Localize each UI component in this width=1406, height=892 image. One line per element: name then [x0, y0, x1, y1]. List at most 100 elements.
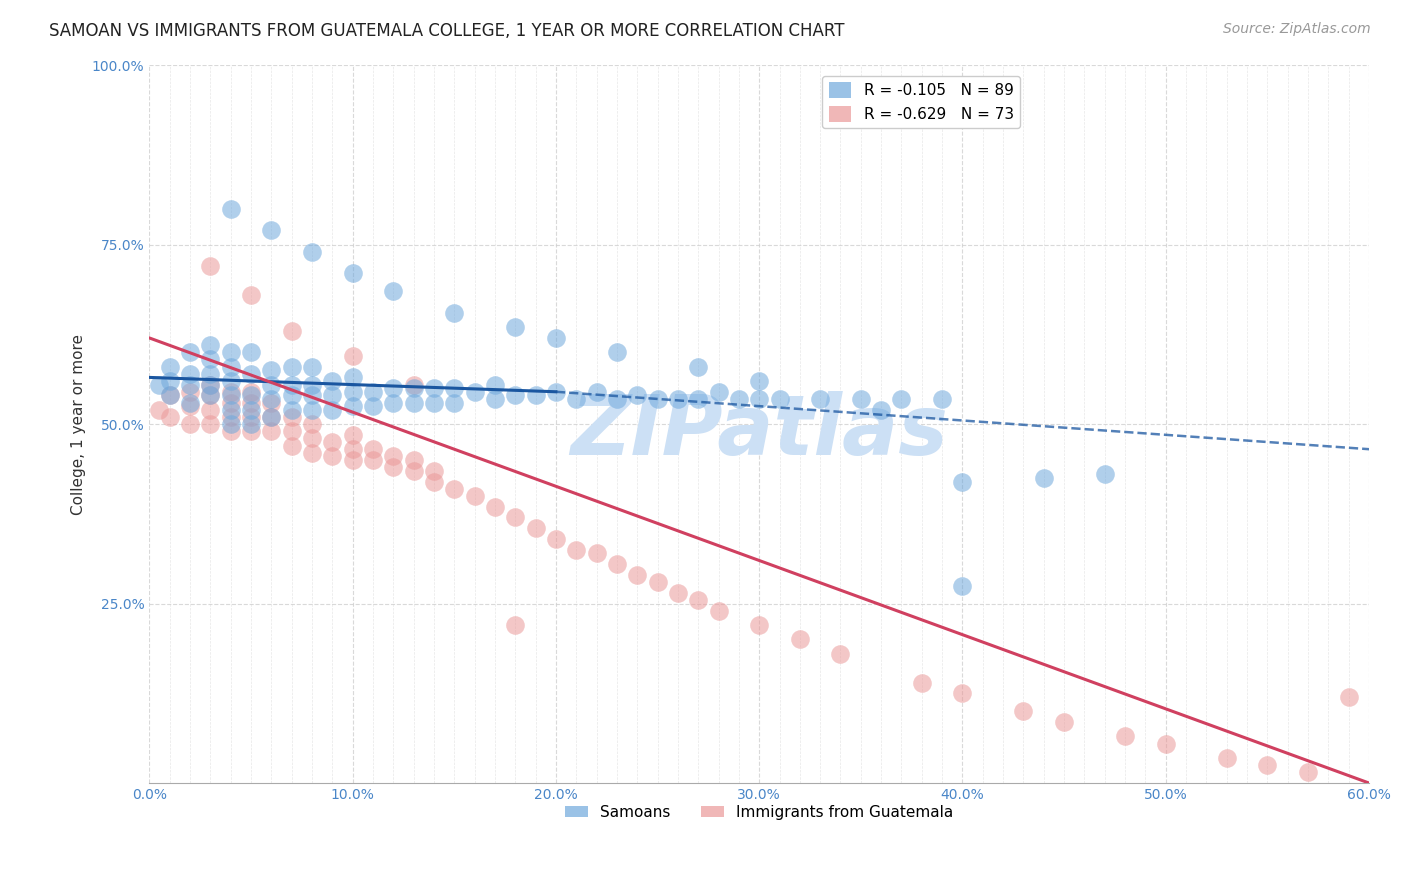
Point — [179, 367, 201, 381]
Point — [931, 392, 953, 406]
Point — [260, 395, 283, 409]
Point — [200, 377, 222, 392]
Point — [219, 202, 242, 216]
Point — [159, 409, 181, 424]
Point — [382, 285, 405, 299]
Point — [321, 435, 343, 450]
Point — [748, 392, 770, 406]
Point — [402, 395, 425, 409]
Point — [503, 320, 526, 334]
Point — [361, 442, 384, 457]
Point — [239, 345, 262, 359]
Point — [647, 574, 669, 589]
Point — [321, 374, 343, 388]
Point — [849, 392, 872, 406]
Point — [707, 384, 730, 399]
Point — [1154, 737, 1177, 751]
Text: SAMOAN VS IMMIGRANTS FROM GUATEMALA COLLEGE, 1 YEAR OR MORE CORRELATION CHART: SAMOAN VS IMMIGRANTS FROM GUATEMALA COLL… — [49, 22, 845, 40]
Y-axis label: College, 1 year or more: College, 1 year or more — [72, 334, 86, 515]
Point — [179, 399, 201, 413]
Text: Source: ZipAtlas.com: Source: ZipAtlas.com — [1223, 22, 1371, 37]
Point — [503, 618, 526, 632]
Point — [524, 388, 547, 402]
Point — [159, 359, 181, 374]
Point — [200, 377, 222, 392]
Point — [280, 388, 302, 402]
Point — [626, 388, 648, 402]
Point — [179, 377, 201, 392]
Point — [301, 388, 323, 402]
Point — [544, 532, 567, 546]
Point — [280, 424, 302, 438]
Point — [219, 388, 242, 402]
Point — [402, 453, 425, 467]
Point — [666, 392, 689, 406]
Point — [260, 223, 283, 237]
Point — [159, 388, 181, 402]
Point — [952, 475, 974, 489]
Point — [219, 402, 242, 417]
Point — [666, 586, 689, 600]
Point — [606, 557, 628, 571]
Point — [148, 377, 170, 392]
Point — [179, 395, 201, 409]
Point — [1114, 730, 1136, 744]
Point — [280, 409, 302, 424]
Point — [626, 567, 648, 582]
Point — [260, 363, 283, 377]
Point — [260, 424, 283, 438]
Point — [219, 359, 242, 374]
Point — [148, 402, 170, 417]
Point — [239, 367, 262, 381]
Point — [239, 288, 262, 302]
Point — [484, 500, 506, 514]
Point — [688, 359, 710, 374]
Point — [301, 446, 323, 460]
Point — [464, 489, 486, 503]
Point — [443, 482, 465, 496]
Point — [443, 395, 465, 409]
Point — [464, 384, 486, 399]
Point — [321, 388, 343, 402]
Legend: Samoans, Immigrants from Guatemala: Samoans, Immigrants from Guatemala — [558, 798, 959, 826]
Point — [239, 409, 262, 424]
Point — [200, 402, 222, 417]
Point — [443, 381, 465, 395]
Point — [301, 244, 323, 259]
Point — [361, 384, 384, 399]
Point — [342, 349, 364, 363]
Point — [423, 395, 446, 409]
Point — [789, 632, 811, 647]
Point — [952, 579, 974, 593]
Point — [301, 359, 323, 374]
Point — [321, 450, 343, 464]
Point — [342, 453, 364, 467]
Point — [280, 377, 302, 392]
Point — [260, 409, 283, 424]
Point — [402, 381, 425, 395]
Point — [688, 392, 710, 406]
Point — [239, 402, 262, 417]
Point — [200, 417, 222, 431]
Point — [1256, 758, 1278, 772]
Point — [382, 460, 405, 475]
Point — [342, 442, 364, 457]
Point — [484, 392, 506, 406]
Point — [423, 381, 446, 395]
Point — [890, 392, 912, 406]
Point — [342, 427, 364, 442]
Point — [423, 475, 446, 489]
Point — [606, 345, 628, 359]
Point — [565, 542, 588, 557]
Point — [301, 432, 323, 446]
Point — [342, 384, 364, 399]
Point — [830, 647, 852, 661]
Point — [280, 439, 302, 453]
Point — [382, 381, 405, 395]
Text: ZIPatlas: ZIPatlas — [571, 391, 948, 472]
Point — [688, 593, 710, 607]
Point — [179, 345, 201, 359]
Point — [606, 392, 628, 406]
Point — [260, 377, 283, 392]
Point — [280, 402, 302, 417]
